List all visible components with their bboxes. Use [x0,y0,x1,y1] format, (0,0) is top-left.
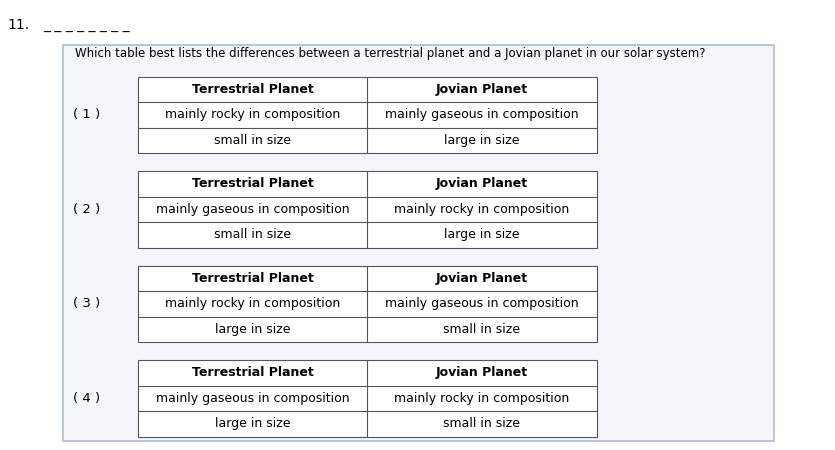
Text: mainly gaseous in composition: mainly gaseous in composition [385,297,579,310]
Text: 11.: 11. [8,18,30,32]
Text: mainly gaseous in composition: mainly gaseous in composition [156,203,350,216]
Text: mainly gaseous in composition: mainly gaseous in composition [156,392,350,405]
Text: Terrestrial Planet: Terrestrial Planet [192,272,314,285]
Bar [139,360,596,436]
Text: Jovian Planet: Jovian Planet [436,83,528,96]
Text: large in size: large in size [215,323,291,336]
Bar [139,266,596,342]
Text: large in size: large in size [215,417,291,430]
Text: mainly gaseous in composition: mainly gaseous in composition [385,108,579,121]
FancyBboxPatch shape [63,45,774,441]
Text: Jovian Planet: Jovian Planet [436,272,528,285]
Text: small in size: small in size [443,323,520,336]
Text: mainly rocky in composition: mainly rocky in composition [165,108,341,121]
Bar [139,76,596,153]
Text: Jovian Planet: Jovian Planet [436,177,528,190]
Text: ( 1 ): ( 1 ) [73,108,100,121]
Text: mainly rocky in composition: mainly rocky in composition [394,392,569,405]
Text: Jovian Planet: Jovian Planet [436,366,528,379]
Text: ( 4 ): ( 4 ) [73,392,100,405]
Text: small in size: small in size [443,417,520,430]
Text: Terrestrial Planet: Terrestrial Planet [192,83,314,96]
Text: small in size: small in size [215,228,291,241]
Text: _ _ _ _ _ _ _ _: _ _ _ _ _ _ _ _ [43,18,130,32]
Text: ( 2 ): ( 2 ) [73,203,100,216]
Text: Which table best lists the differences between a terrestrial planet and a Jovian: Which table best lists the differences b… [75,47,706,60]
Text: large in size: large in size [444,228,519,241]
Text: ( 3 ): ( 3 ) [73,297,100,310]
Text: small in size: small in size [215,134,291,147]
Text: Terrestrial Planet: Terrestrial Planet [192,177,314,190]
Text: mainly rocky in composition: mainly rocky in composition [165,297,341,310]
Bar [139,171,596,248]
Text: large in size: large in size [444,134,519,147]
Text: Terrestrial Planet: Terrestrial Planet [192,366,314,379]
Text: mainly rocky in composition: mainly rocky in composition [394,203,569,216]
